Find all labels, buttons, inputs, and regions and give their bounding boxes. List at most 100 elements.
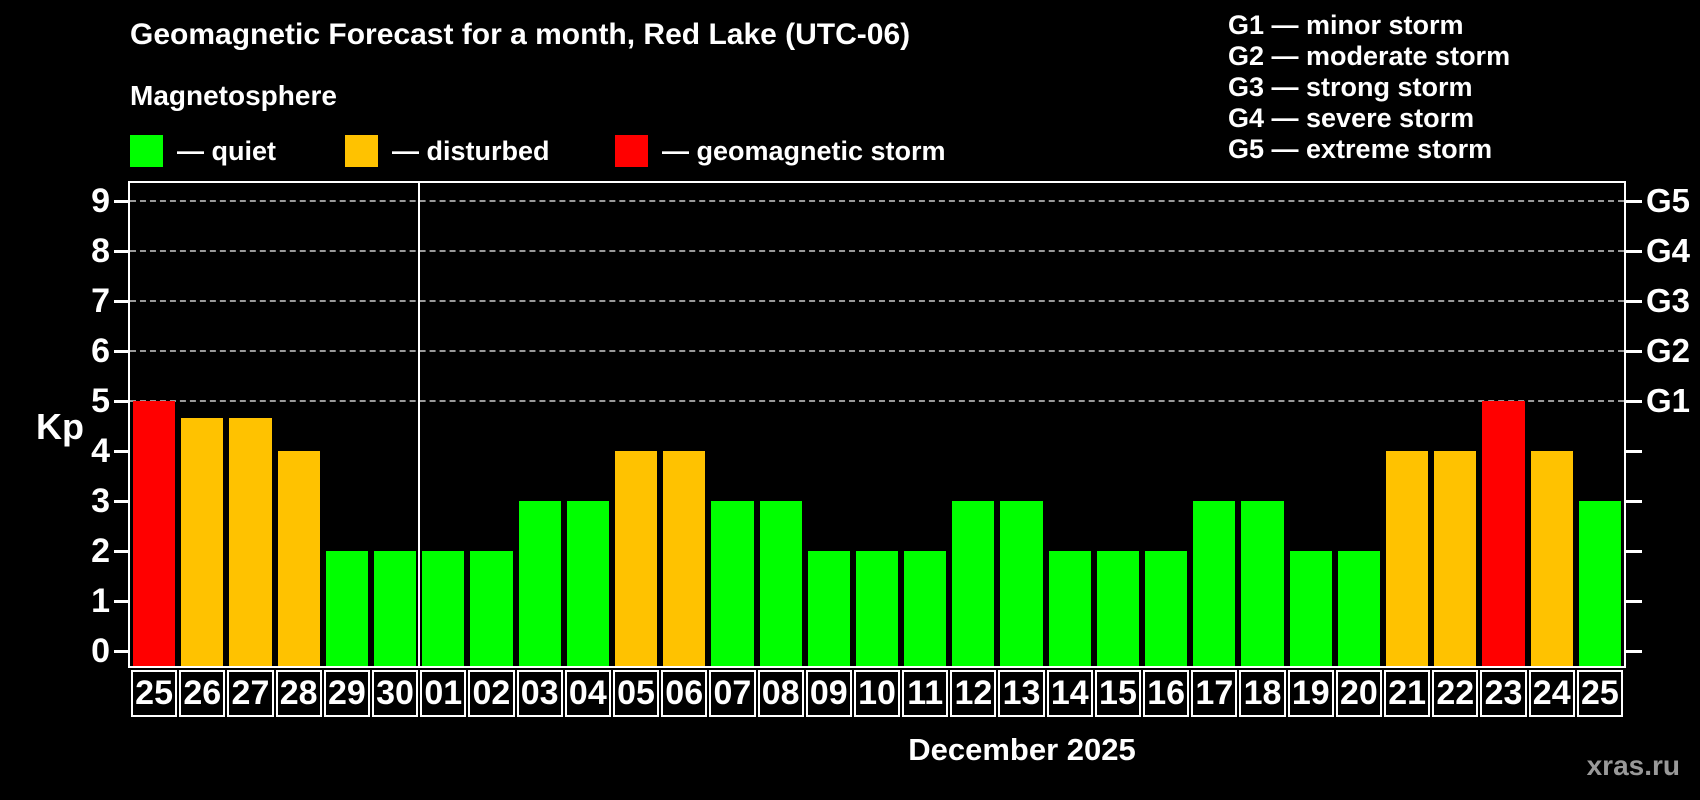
page-title: Geomagnetic Forecast for a month, Red La… — [130, 18, 911, 51]
y-axis-title: Kp — [36, 406, 84, 447]
g-axis-label-g4: G4 — [1646, 232, 1691, 269]
y-axis-tick — [114, 300, 130, 303]
g-axis-label-g5: G5 — [1646, 182, 1691, 219]
kp-bar — [759, 501, 802, 666]
kp-bar — [566, 501, 609, 666]
g-axis-tick — [1626, 550, 1642, 553]
g-legend-line: G2 — moderate storm — [1228, 41, 1511, 71]
kp-bar — [373, 551, 417, 666]
kp-bar — [855, 551, 899, 666]
g-axis-tick — [1626, 650, 1642, 653]
day-label: 30 — [371, 670, 419, 717]
kp-bar — [1000, 501, 1043, 666]
g-legend-line: G4 — severe storm — [1228, 103, 1475, 133]
kp-bar — [1578, 501, 1621, 666]
day-label: 19 — [1287, 670, 1334, 717]
legend-item-disturbed: — disturbed — [345, 135, 550, 167]
day-label: 27 — [227, 670, 274, 717]
y-axis-tick — [114, 400, 130, 403]
disturbed-color-swatch — [345, 135, 378, 167]
plot-area — [128, 181, 1626, 668]
y-axis-tick — [114, 450, 130, 453]
g-axis-tick — [1626, 350, 1642, 353]
day-label: 24 — [1528, 670, 1575, 717]
x-axis-title: December 2025 — [908, 732, 1136, 767]
g-axis-label-g3: G3 — [1646, 282, 1691, 319]
y-axis-tick — [114, 550, 130, 553]
kp-bar — [614, 451, 658, 666]
g-axis-label-g2: G2 — [1646, 332, 1691, 369]
day-label: 06 — [661, 670, 708, 717]
day-label: 02 — [468, 670, 515, 717]
kp-bar — [325, 551, 368, 666]
day-label: 04 — [564, 670, 611, 717]
g-axis-tick — [1626, 450, 1642, 453]
y-tick-label: 9 — [91, 182, 110, 220]
day-label: 13 — [998, 670, 1045, 717]
y-axis-tick — [114, 500, 130, 503]
kp-bar — [470, 551, 513, 666]
kp-bar — [1289, 551, 1332, 666]
legend-item-storm: — geomagnetic storm — [615, 135, 946, 167]
storm-color-swatch — [615, 135, 648, 167]
chart-subtitle: Magnetosphere — [130, 80, 337, 111]
g-axis-tick — [1626, 250, 1642, 253]
kp-bar — [904, 551, 947, 666]
g-axis-tick — [1626, 500, 1642, 503]
day-label: 25 — [131, 670, 178, 717]
y-axis-tick — [114, 600, 130, 603]
kp-bar — [711, 501, 754, 666]
day-label: 12 — [950, 670, 997, 717]
day-label: 14 — [1046, 670, 1093, 717]
month-separator — [418, 183, 421, 666]
gridline-kp8 — [130, 250, 1624, 252]
y-tick-label: 8 — [91, 232, 110, 270]
g-axis-tick — [1626, 300, 1642, 303]
kp-bar — [229, 417, 272, 666]
day-label: 17 — [1191, 670, 1238, 717]
day-label: 08 — [757, 670, 804, 717]
kp-bar — [1386, 451, 1429, 666]
kp-bar — [518, 501, 561, 666]
gridline-kp6 — [130, 350, 1624, 352]
gridline-kp9 — [130, 200, 1624, 202]
legend-storm-label: — geomagnetic storm — [662, 136, 946, 166]
kp-bar — [181, 417, 224, 666]
day-label: 28 — [275, 670, 322, 717]
day-label: 05 — [612, 670, 660, 717]
kp-bar — [1193, 501, 1236, 666]
y-tick-label: 6 — [91, 332, 110, 370]
day-label: 16 — [1143, 670, 1190, 717]
legend-item-quiet: — quiet — [130, 135, 276, 167]
kp-bar — [807, 551, 850, 666]
day-label: 11 — [902, 670, 949, 717]
kp-bar — [1096, 551, 1140, 666]
watermark: xras.ru — [1586, 750, 1680, 781]
kp-bar — [1145, 551, 1188, 666]
kp-bar — [422, 551, 465, 666]
quiet-color-swatch — [130, 135, 163, 167]
y-tick-label: 7 — [91, 282, 110, 320]
g-axis-tick — [1626, 200, 1642, 203]
y-tick-label: 0 — [91, 632, 110, 670]
kp-bar — [1337, 551, 1381, 666]
kp-bar — [277, 451, 320, 666]
y-axis-tick — [114, 650, 130, 653]
day-label: 18 — [1239, 670, 1286, 717]
legend-quiet-label: — quiet — [177, 136, 276, 166]
y-tick-label: 4 — [91, 432, 110, 470]
g-axis-tick — [1626, 400, 1642, 403]
kp-bar — [1530, 451, 1573, 666]
day-label: 09 — [805, 670, 852, 717]
kp-bar — [133, 401, 176, 666]
g-legend-line: G5 — extreme storm — [1228, 134, 1493, 164]
kp-bar — [1482, 401, 1525, 666]
day-label: 23 — [1480, 670, 1527, 717]
day-label: 22 — [1432, 670, 1479, 717]
y-tick-label: 2 — [91, 532, 110, 570]
day-label: 07 — [709, 670, 756, 717]
legend-disturbed-label: — disturbed — [392, 136, 550, 166]
g-scale-legend: G1 — minor storm G2 — moderate storm G3 … — [1228, 10, 1510, 165]
kp-bar — [663, 451, 706, 666]
gridline-kp7 — [130, 300, 1624, 302]
